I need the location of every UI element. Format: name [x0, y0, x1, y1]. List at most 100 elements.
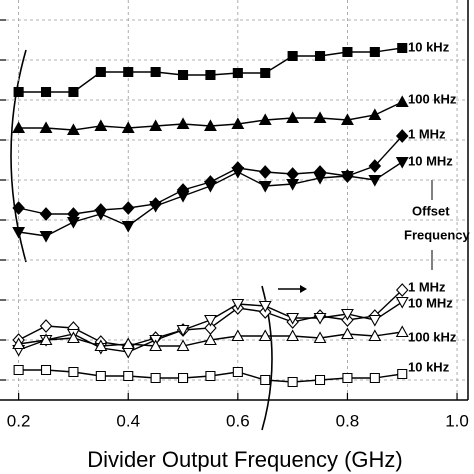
marker: [368, 159, 382, 173]
marker: [232, 67, 243, 79]
marker: [395, 283, 409, 297]
marker: [231, 298, 245, 311]
marker: [39, 121, 53, 134]
annotation: Offset: [412, 203, 450, 218]
marker: [313, 312, 327, 325]
x-tick-label: 0.6: [226, 411, 250, 430]
marker: [314, 50, 326, 62]
marker: [12, 201, 25, 215]
marker: [395, 325, 409, 338]
marker: [39, 207, 53, 221]
marker: [314, 374, 326, 386]
marker: [341, 113, 354, 126]
marker: [313, 331, 327, 344]
marker: [12, 226, 26, 239]
marker: [341, 327, 354, 340]
marker: [149, 200, 163, 213]
marker: [369, 372, 380, 384]
marker: [67, 123, 80, 136]
marker: [368, 174, 382, 187]
marker: [397, 368, 408, 380]
marker: [341, 308, 354, 321]
marker: [395, 296, 409, 309]
marker: [39, 319, 53, 333]
marker: [395, 129, 409, 143]
x-tick-label: 0.4: [116, 411, 140, 430]
marker: [341, 170, 354, 183]
marker: [121, 220, 135, 233]
arrow-head: [300, 285, 307, 293]
legend-label: 1 MHz: [408, 279, 446, 294]
marker: [95, 66, 106, 78]
marker: [286, 167, 299, 181]
legend-label: 10 kHz: [408, 39, 450, 54]
marker: [258, 329, 272, 342]
legend-label: 100 kHz: [408, 91, 457, 106]
marker: [149, 339, 163, 352]
marker: [231, 117, 245, 130]
marker: [95, 370, 106, 382]
marker: [258, 300, 272, 313]
marker: [150, 372, 161, 384]
legend-label: 1 MHz: [408, 126, 446, 141]
marker: [231, 166, 245, 179]
marker: [94, 119, 108, 132]
marker: [123, 66, 134, 78]
marker: [205, 370, 216, 382]
marker: [205, 69, 216, 81]
marker: [94, 208, 108, 221]
legend-label: 10 MHz: [408, 153, 453, 168]
marker: [149, 119, 163, 132]
marker: [176, 117, 190, 130]
marker: [177, 372, 189, 384]
x-tick-label: 0.2: [7, 411, 31, 430]
marker: [342, 46, 353, 58]
marker: [121, 201, 135, 215]
marker: [258, 165, 272, 179]
marker: [286, 111, 300, 124]
marker: [176, 190, 190, 203]
marker: [13, 86, 24, 98]
x-tick-label: 1.0: [445, 411, 469, 430]
marker: [286, 178, 300, 191]
marker: [397, 42, 408, 54]
marker: [176, 339, 190, 352]
marker: [67, 216, 80, 229]
marker: [68, 86, 79, 98]
marker: [232, 366, 243, 378]
marker: [369, 46, 380, 58]
marker: [368, 108, 382, 121]
marker: [231, 329, 245, 342]
x-axis-label: Divider Output Frequency (GHz): [87, 447, 402, 472]
marker: [395, 95, 409, 108]
marker: [258, 180, 272, 193]
legend-label: 10 MHz: [408, 295, 453, 310]
marker: [287, 50, 298, 62]
marker: [395, 156, 409, 169]
marker: [342, 372, 353, 384]
legend-label: 10 kHz: [408, 359, 450, 374]
marker: [313, 172, 327, 185]
marker: [68, 366, 79, 378]
marker: [286, 329, 300, 342]
marker: [176, 324, 190, 337]
marker: [260, 374, 271, 386]
marker: [67, 331, 80, 344]
marker: [368, 329, 382, 342]
marker: [39, 333, 53, 346]
marker: [40, 364, 52, 376]
marker: [368, 314, 382, 327]
marker: [204, 333, 217, 346]
marker: [286, 312, 300, 325]
marker: [12, 121, 26, 134]
marker: [260, 67, 271, 79]
marker: [150, 66, 161, 78]
marker: [287, 376, 298, 388]
marker: [204, 119, 217, 132]
marker: [177, 69, 189, 81]
x-tick-label: 0.8: [336, 411, 360, 430]
marker: [121, 337, 135, 350]
marker: [40, 86, 52, 98]
marker: [123, 370, 134, 382]
